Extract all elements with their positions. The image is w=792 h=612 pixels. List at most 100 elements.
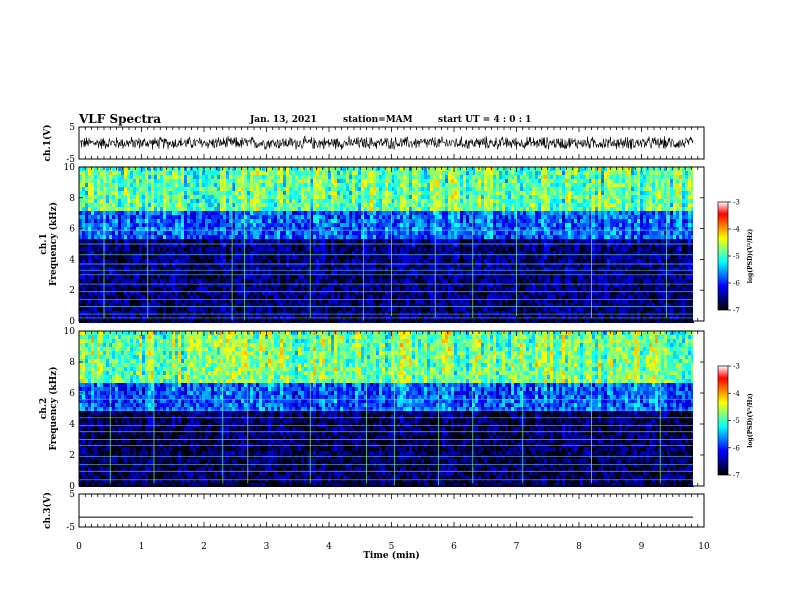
ch1-spectrogram-cell	[421, 195, 424, 199]
ch1-spectrogram-cell	[430, 187, 433, 191]
ch1-spectrogram-cell	[184, 303, 187, 307]
ch1-spectrogram-cell	[385, 167, 388, 171]
ch1-spectrogram-cell	[217, 239, 220, 243]
ch1-spectrogram-cell	[391, 175, 394, 179]
ch1-spectrogram-cell	[121, 227, 124, 231]
ch1-spectrogram-cell	[181, 235, 184, 239]
ch1-spectrogram-cell	[106, 315, 109, 319]
ch1-spectrogram-cell	[208, 263, 211, 267]
ch1-spectrogram-cell	[139, 251, 142, 255]
ch1-spectrogram-cell	[340, 191, 343, 195]
ch1-spectrogram-cell	[238, 183, 241, 187]
ch1-spectrogram-cell	[298, 219, 301, 223]
ch1-spectrogram-cell	[460, 295, 463, 299]
ch1-spectrogram-cell	[109, 215, 112, 219]
ch1-spectrogram-cell	[172, 291, 175, 295]
ch1-spectrogram-cell	[301, 291, 304, 295]
ch1-spectrogram-cell	[250, 239, 253, 243]
ch1-spectrogram-cell	[292, 291, 295, 295]
ch1-spectrogram-cell	[436, 179, 439, 183]
ch1-spectrogram-cell	[427, 299, 430, 303]
ch1-spectrogram-cell	[343, 167, 346, 171]
ch1-spectrogram-cell	[208, 171, 211, 175]
ch1-spectrogram-cell	[205, 287, 208, 291]
ch1-spectrogram-cell	[166, 263, 169, 267]
ch1-spectrogram-cell	[250, 279, 253, 283]
ch1-spectrogram-cell	[289, 279, 292, 283]
ch1-spectrogram-cell	[325, 183, 328, 187]
ch1-spectrogram-cell	[157, 235, 160, 239]
ch1-spectrogram-cell	[142, 227, 145, 231]
ch1-spectrogram-cell	[460, 247, 463, 251]
ch1-spectrogram-cell	[79, 191, 82, 195]
ch1-spectrogram-cell	[124, 203, 127, 207]
ch1-spectrogram-cell	[118, 255, 121, 259]
ch1-spectrogram-cell	[256, 251, 259, 255]
ch1-spectrogram-cell	[385, 271, 388, 275]
ch1-spectrogram-cell	[208, 167, 211, 171]
ch1-spectrogram-cell	[325, 191, 328, 195]
ch1-spectrogram-cell	[235, 259, 238, 263]
ch1-spectrogram-cell	[433, 199, 436, 203]
ch1-spectrogram-cell	[118, 171, 121, 175]
ch1-spectrogram-cell	[217, 199, 220, 203]
ch1-spectrogram-cell	[367, 263, 370, 267]
ch1-spectrogram-cell	[364, 251, 367, 255]
ch1-spectrogram-cell	[388, 291, 391, 295]
ch1-spectrogram-cell	[211, 211, 214, 215]
ch1-spectrogram-cell	[367, 195, 370, 199]
ch1-spectrogram-cell	[247, 295, 250, 299]
ch1-spectrogram-cell	[229, 231, 232, 235]
ch1-spectrogram-cell	[97, 171, 100, 175]
ch1-spectrogram-cell	[205, 311, 208, 315]
ch1-spectrogram-cell	[259, 187, 262, 191]
ch1-spectrogram-cell	[394, 183, 397, 187]
ch1-spectrogram-cell	[238, 235, 241, 239]
ch1-spectrogram-cell	[316, 227, 319, 231]
ch1-spectrogram-cell	[319, 199, 322, 203]
ch1-spectrogram-cell	[358, 167, 361, 171]
ch1-spectrogram-cell	[409, 259, 412, 263]
ch1-spectrogram-cell	[286, 219, 289, 223]
ch1-spectrogram-cell	[274, 175, 277, 179]
ch1-spectrogram-cell	[79, 167, 82, 171]
ch1-spectrogram-cell	[172, 207, 175, 211]
ch1-spectrogram-cell	[427, 191, 430, 195]
ch1-spectrogram-cell	[211, 291, 214, 295]
ch1-spectrogram-cell	[352, 275, 355, 279]
ch1-spectrogram-cell	[208, 299, 211, 303]
ch1-spectrogram-cell	[454, 303, 457, 307]
ch1-spectrogram-cell	[262, 311, 265, 315]
ch1-spectrogram-cell	[226, 167, 229, 171]
ch1-spectrogram-cell	[289, 287, 292, 291]
ch1-spectrogram-cell	[190, 171, 193, 175]
ch1-spectrogram-cell	[274, 203, 277, 207]
ch1-spectrogram-cell	[226, 215, 229, 219]
ch1-spectrogram-cell	[268, 255, 271, 259]
ch1-spectrogram-cell	[346, 175, 349, 179]
ch1-spectrogram-cell	[193, 167, 196, 171]
ch1-spectrogram-cell	[112, 227, 115, 231]
ch1-spectrogram-cell	[112, 223, 115, 227]
ch1-spectrogram-cell	[256, 303, 259, 307]
ch1-spectrogram-cell	[172, 179, 175, 183]
ch1-spectrogram-cell	[361, 303, 364, 307]
ch1-spectrogram-cell	[304, 283, 307, 287]
ch1-spectrogram-cell	[295, 259, 298, 263]
ch1-spectrogram-cell	[199, 235, 202, 239]
ch1-spectrogram-cell	[370, 175, 373, 179]
ch1-spectrogram-cell	[181, 275, 184, 279]
ch1-spectrogram-cell	[238, 227, 241, 231]
ch1-spectrogram-cell	[211, 279, 214, 283]
ch1-spectrogram-cell	[91, 315, 94, 319]
ch1-spectrogram-cell	[235, 243, 238, 247]
ch1-spectrogram-cell	[145, 167, 148, 171]
ch1-spectrogram-cell	[163, 267, 166, 271]
ch1-spectrogram-cell	[259, 247, 262, 251]
ch1-spectrogram-cell	[253, 207, 256, 211]
ch1-spectrogram-cell	[112, 231, 115, 235]
ch1-spectrogram-cell	[274, 243, 277, 247]
ch1-spectrogram-cell	[424, 271, 427, 275]
ch1-spectrogram-cell	[232, 175, 235, 179]
ch1-spectrogram-cell	[307, 303, 310, 307]
